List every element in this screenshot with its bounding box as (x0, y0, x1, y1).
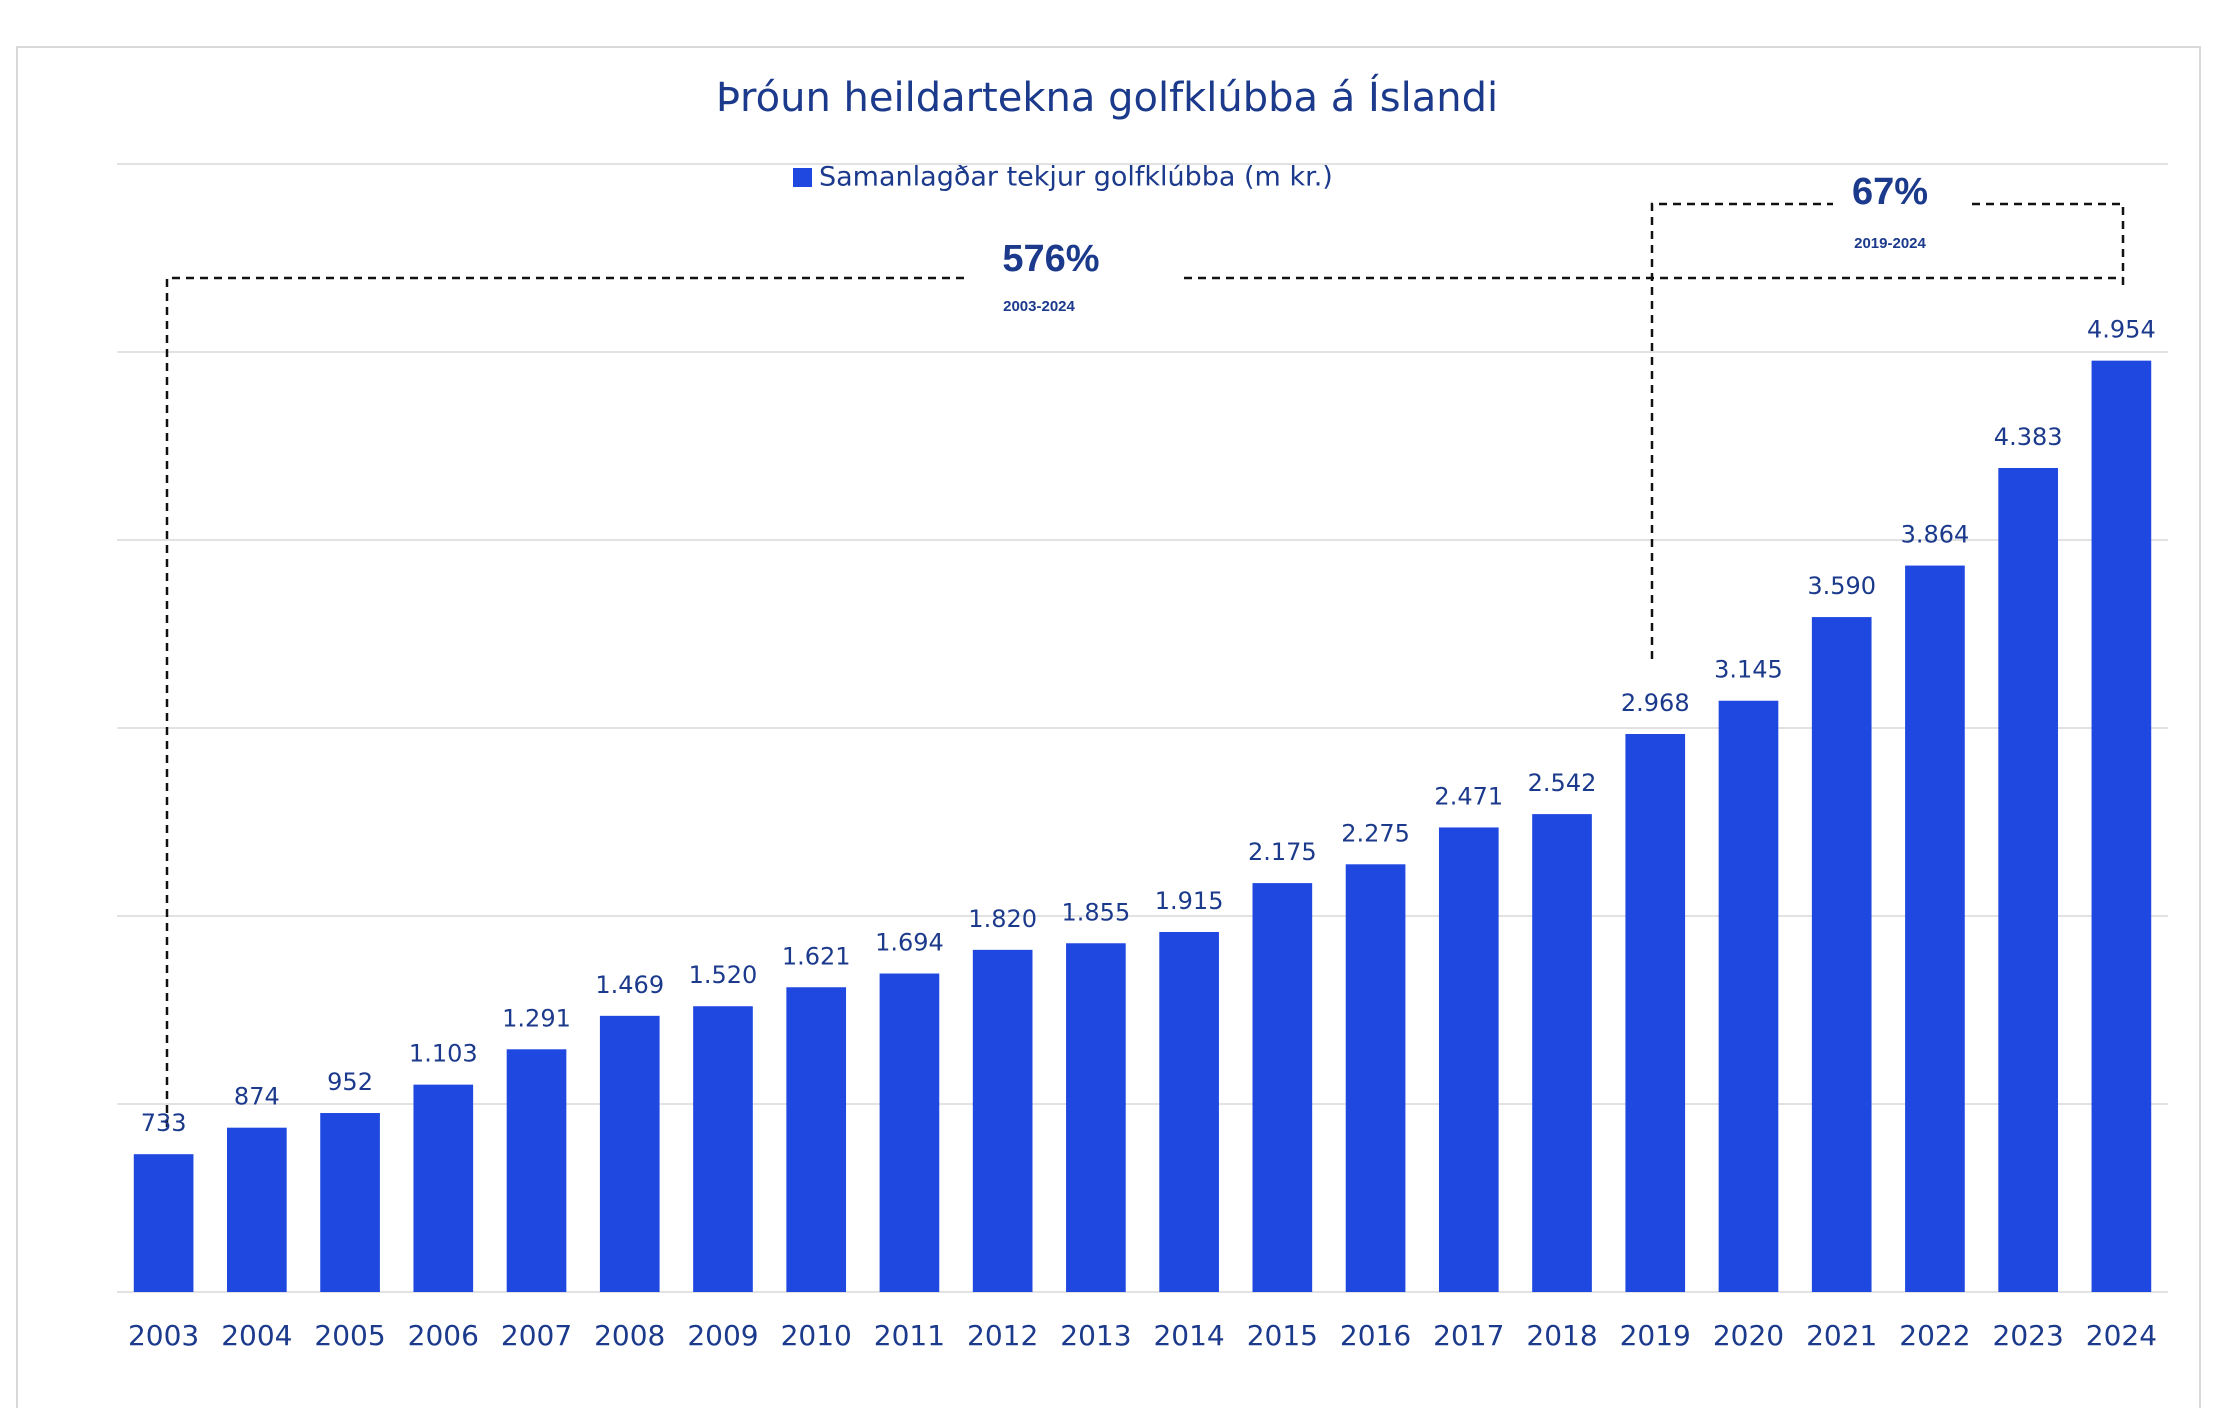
bar (2091, 360, 2152, 1292)
x-tick-label: 2021 (1806, 1319, 1877, 1352)
value-label: 1.291 (502, 1004, 571, 1032)
bar (693, 1006, 753, 1292)
x-tick-label: 2024 (2086, 1319, 2157, 1352)
x-tick-label: 2011 (874, 1319, 945, 1352)
bar (413, 1084, 474, 1292)
annotation: 576% (1002, 238, 1099, 280)
annotation-period: 2019-2024 (1854, 235, 1926, 252)
chart-title: Þróun heildartekna golfklúbba á Íslandi (716, 73, 1498, 121)
bracket-lines (165, 202, 2125, 1127)
value-label: 3.864 (1901, 521, 1970, 549)
bar (320, 1113, 380, 1292)
bar (1252, 883, 1313, 1292)
bar (1625, 734, 1686, 1292)
value-label: 1.915 (1155, 887, 1224, 915)
value-label: 2.175 (1248, 838, 1317, 866)
bar (1438, 827, 1499, 1292)
bar (1998, 467, 2058, 1293)
bar (786, 987, 847, 1292)
bar (1066, 943, 1126, 1292)
value-label: 4.954 (2087, 316, 2156, 344)
bar (972, 949, 1033, 1292)
x-tick-label: 2003 (128, 1319, 199, 1352)
value-label: 1.103 (409, 1040, 478, 1068)
annotation-period: 2003-2024 (1003, 298, 1075, 315)
x-tick-label: 2015 (1247, 1319, 1318, 1352)
value-label: 1.820 (968, 905, 1037, 933)
x-tick-label: 2020 (1713, 1319, 1784, 1352)
bar (599, 1015, 660, 1292)
x-tick-label: 2016 (1340, 1319, 1411, 1352)
value-label: 2.275 (1341, 819, 1410, 847)
legend-label: Samanlagðar tekjur golfklúbba (m kr.) (819, 162, 1333, 193)
bar (506, 1049, 567, 1292)
x-tick-label: 2010 (781, 1319, 852, 1352)
value-label: 1.694 (875, 929, 944, 957)
value-label: 4.383 (1994, 423, 2063, 451)
value-label: 952 (327, 1068, 373, 1096)
x-tick-label: 2017 (1433, 1319, 1504, 1352)
x-tick-label: 2004 (221, 1319, 292, 1352)
x-tick-label: 2013 (1060, 1319, 1131, 1352)
x-tick-label: 2006 (408, 1319, 479, 1352)
x-tick-label: 2019 (1620, 1319, 1691, 1352)
bar (133, 1154, 194, 1292)
value-label: 1.469 (595, 971, 664, 999)
x-tick-label: 2014 (1153, 1319, 1224, 1352)
x-tick-label: 2009 (687, 1319, 758, 1352)
value-label: 733 (141, 1109, 187, 1137)
bar (1718, 700, 1779, 1292)
value-label: 1.520 (689, 961, 758, 989)
x-tick-label: 2018 (1526, 1319, 1597, 1352)
bar (1532, 814, 1592, 1292)
bar (879, 973, 940, 1292)
value-label: 2.542 (1528, 769, 1597, 797)
bar (1159, 931, 1219, 1292)
x-tick-label: 2007 (501, 1319, 572, 1352)
legend-swatch (793, 168, 812, 187)
value-label: 1.855 (1062, 898, 1131, 926)
bar (1345, 864, 1406, 1292)
value-label: 3.145 (1714, 656, 1783, 684)
value-label: 1.621 (782, 942, 851, 970)
x-tick-label: 2012 (967, 1319, 1038, 1352)
x-tick-label: 2005 (314, 1319, 385, 1352)
value-label: 3.590 (1807, 572, 1876, 600)
bar (1905, 565, 1965, 1292)
x-tick-label: 2022 (1899, 1319, 1970, 1352)
x-tick-label: 2023 (1993, 1319, 2064, 1352)
value-label: 874 (234, 1083, 280, 1111)
bar (1811, 617, 1872, 1292)
frame (16, 46, 2201, 1408)
x-tick-label: 2008 (594, 1319, 665, 1352)
bar (227, 1127, 287, 1292)
value-label: 2.471 (1434, 782, 1503, 810)
value-label: 2.968 (1621, 689, 1690, 717)
annotation: 67% (1852, 171, 1928, 213)
